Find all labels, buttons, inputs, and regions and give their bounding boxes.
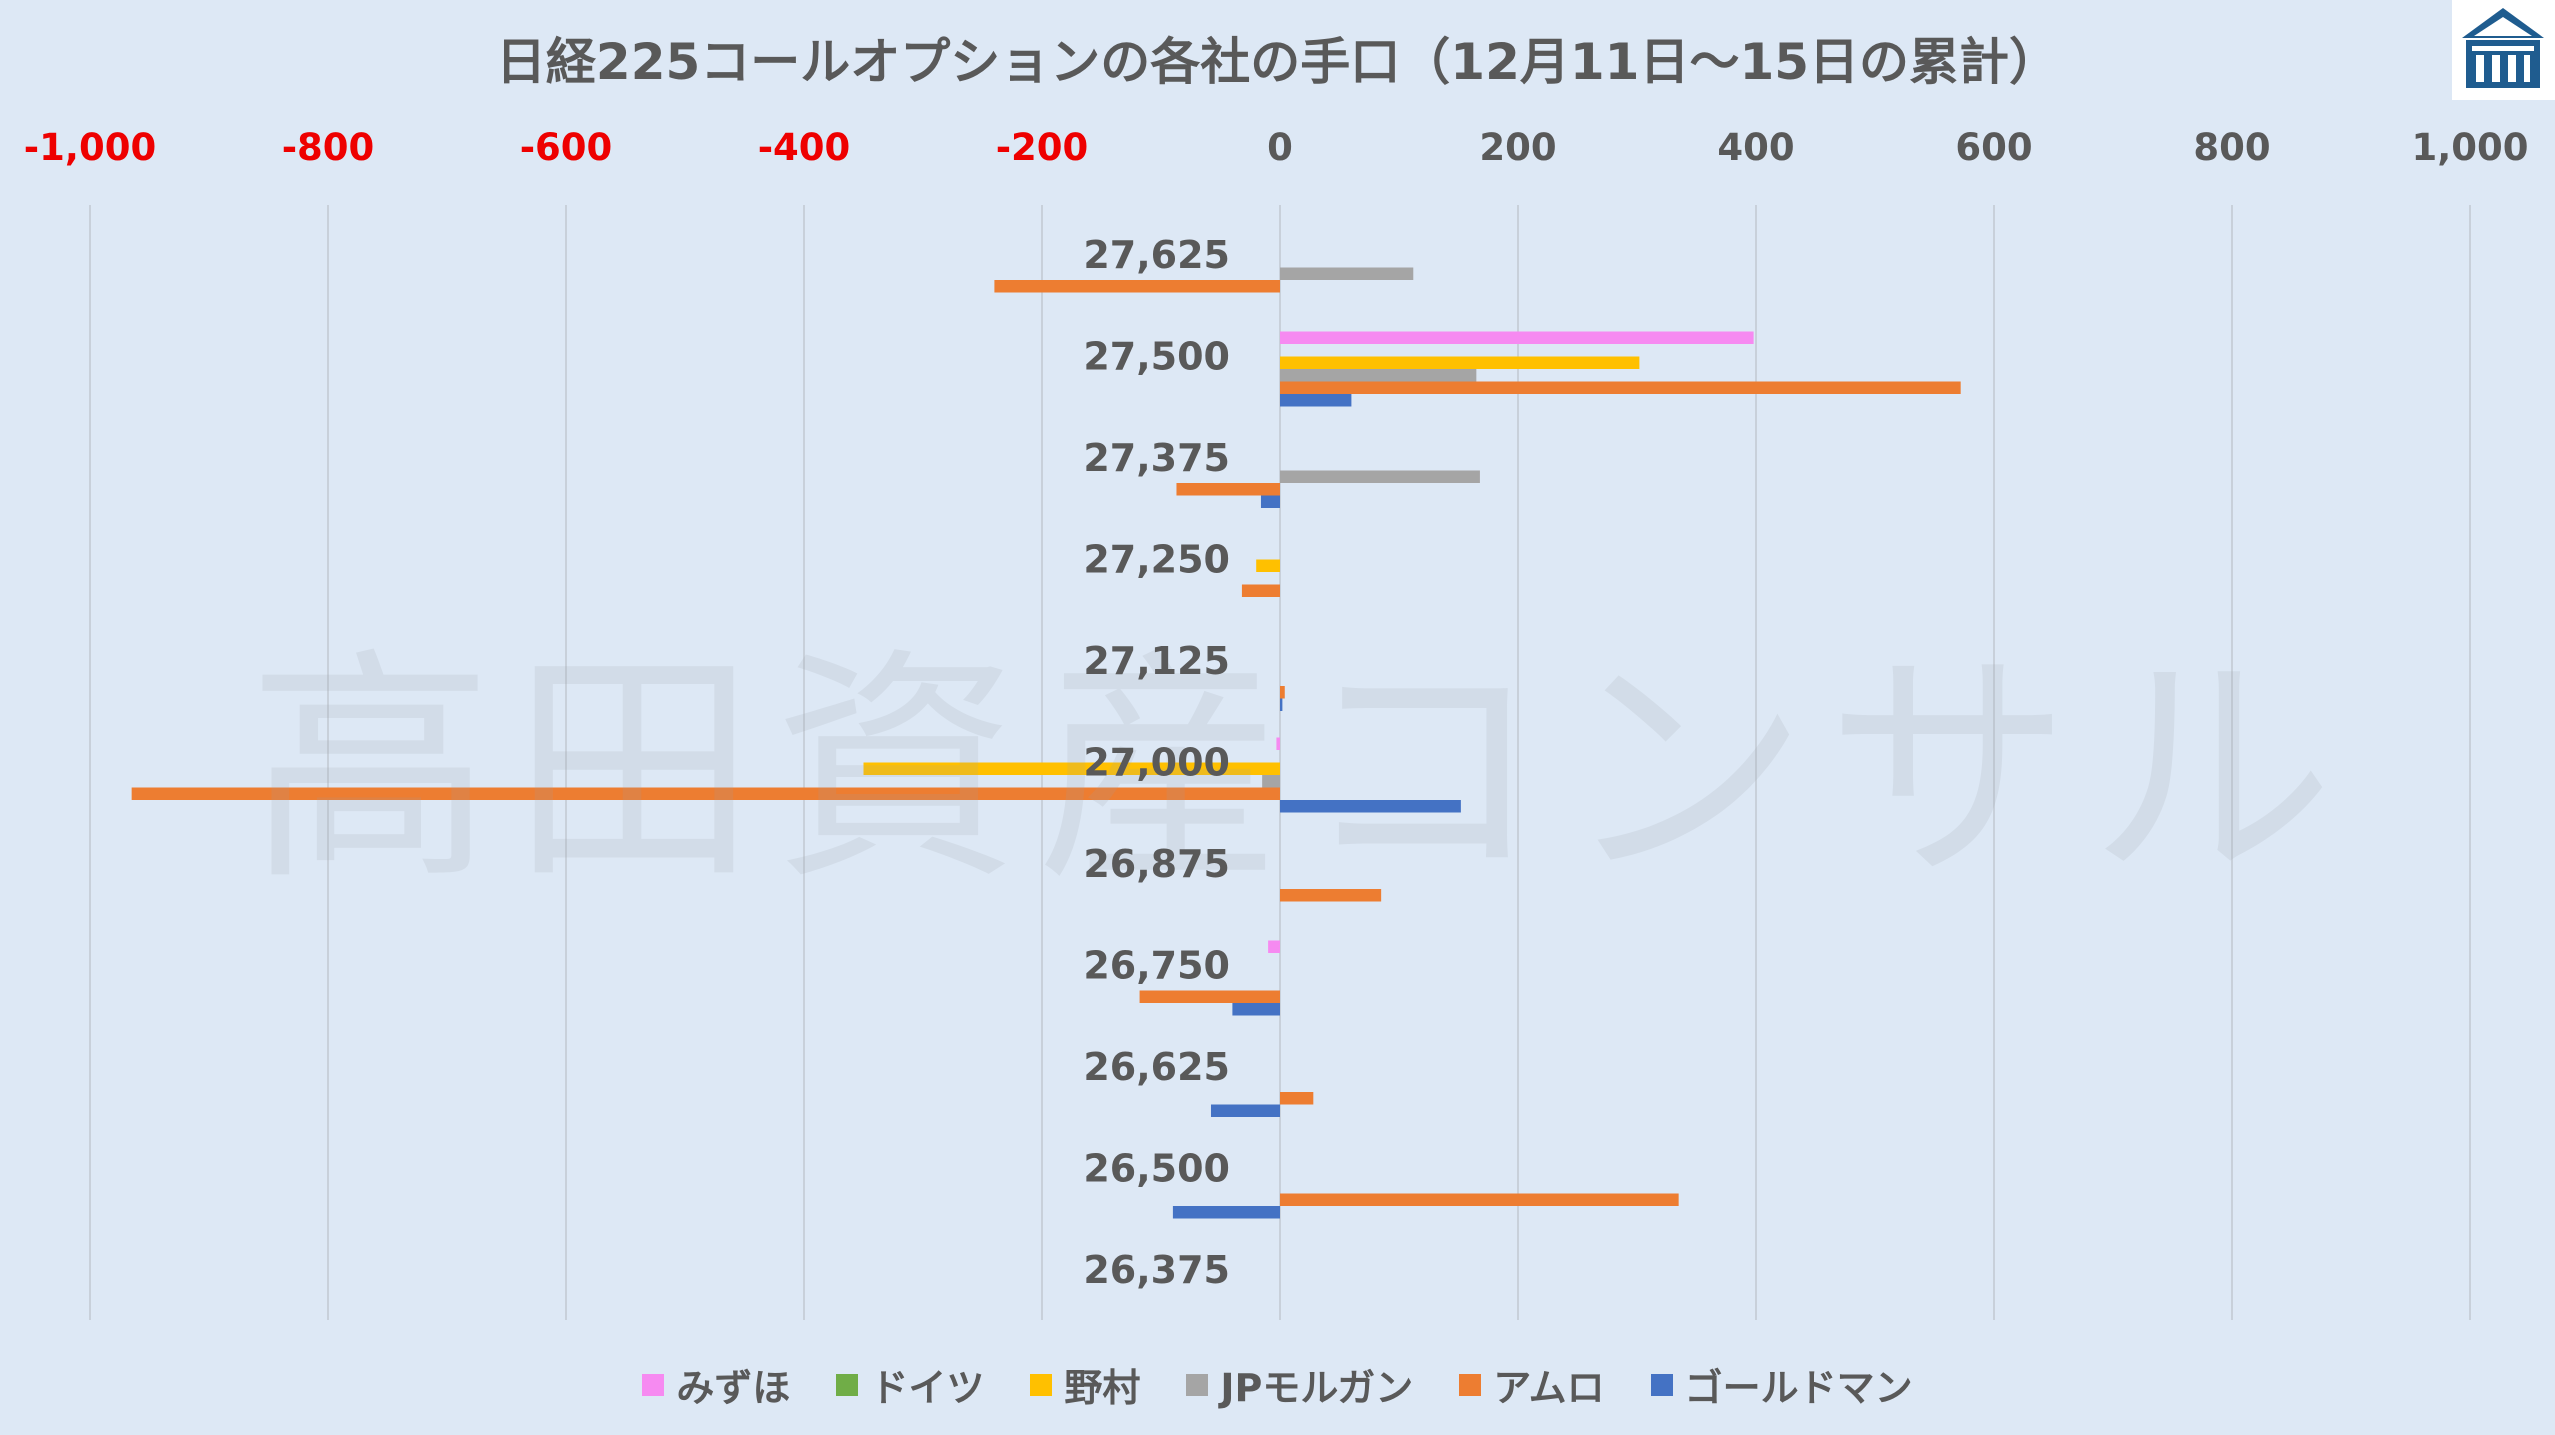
- legend-swatch: [642, 1373, 665, 1396]
- building-icon: [2462, 8, 2544, 88]
- bar-野村-27,000: [863, 762, 1280, 775]
- x-axis-ticks: -1,000 -800 -600 -400 -200 0 200 400 600 800 1,000: [24, 126, 2529, 169]
- bar-ゴールドマン-27,375: [1260, 495, 1280, 508]
- category-label: 27,250: [1083, 538, 1230, 582]
- category-label: 27,000: [1083, 741, 1230, 785]
- legend-label: 野村: [1064, 1366, 1141, 1410]
- legend-item: JPモルガン: [1186, 1357, 1413, 1412]
- x-tick-label: 400: [1717, 126, 1794, 169]
- legend-item: 野村: [1030, 1357, 1140, 1412]
- bar-アムロ-26,750: [1139, 990, 1280, 1003]
- bar-みずほ-26,750: [1268, 940, 1280, 953]
- bar-ゴールドマン-27,125: [1280, 698, 1283, 711]
- bar-野村-27,250: [1256, 559, 1280, 572]
- bar-JPモルガン-27,000: [1262, 775, 1280, 788]
- legend-label: ドイツ: [870, 1366, 985, 1410]
- category-label: 26,375: [1083, 1248, 1230, 1292]
- legend-label: ゴールドマン: [1684, 1366, 1913, 1410]
- legend-swatch: [1650, 1373, 1673, 1396]
- bar-野村-27,500: [1280, 356, 1640, 369]
- x-tick-label: -800: [282, 126, 375, 169]
- logo: [2452, 0, 2555, 100]
- legend-item: ドイツ: [836, 1357, 984, 1412]
- legend-label: みずほ: [676, 1366, 791, 1410]
- legend-swatch: [1459, 1373, 1482, 1396]
- category-label: 27,375: [1083, 436, 1230, 480]
- legend-swatch: [836, 1373, 859, 1396]
- bars: [131, 267, 1961, 1219]
- category-label: 26,625: [1083, 1045, 1230, 1089]
- x-tick-label: 0: [1267, 126, 1293, 169]
- bar-アムロ-27,500: [1280, 381, 1961, 394]
- bar-アムロ-27,125: [1280, 686, 1285, 699]
- category-label: 27,625: [1083, 233, 1230, 277]
- legend-item: アムロ: [1459, 1357, 1605, 1412]
- bar-アムロ-27,625: [994, 280, 1280, 293]
- x-tick-label: -1,000: [24, 126, 156, 169]
- bar-ゴールドマン-26,750: [1232, 1003, 1280, 1016]
- legend-label: アムロ: [1493, 1366, 1605, 1410]
- category-label: 26,500: [1083, 1147, 1230, 1191]
- x-tick-label: 800: [2193, 126, 2270, 169]
- legend-label: JPモルガン: [1220, 1366, 1414, 1410]
- legend: みずほ ドイツ 野村 JPモルガン アムロ ゴールドマン: [0, 1357, 2555, 1412]
- bar-ゴールドマン-27,000: [1280, 800, 1461, 813]
- bar-JPモルガン-27,500: [1280, 369, 1477, 382]
- chart-title: 日経225コールオプションの各社の手口（12月11日～15日の累計）: [495, 33, 2060, 91]
- bar-ゴールドマン-26,500: [1172, 1206, 1280, 1219]
- category-label: 26,875: [1083, 842, 1230, 886]
- watermark: 高田資産コンサル: [248, 628, 2352, 913]
- bar-JPモルガン-27,625: [1280, 267, 1414, 280]
- bar-アムロ-26,625: [1280, 1092, 1314, 1105]
- x-tick-label: -600: [520, 126, 613, 169]
- legend-swatch: [1186, 1373, 1209, 1396]
- legend-item: ゴールドマン: [1650, 1357, 1913, 1412]
- bar-みずほ-27,000: [1276, 737, 1280, 750]
- category-label: 26,750: [1083, 944, 1230, 988]
- x-tick-label: 200: [1479, 126, 1556, 169]
- bar-アムロ-27,000: [131, 787, 1280, 800]
- x-tick-label: 600: [1955, 126, 2032, 169]
- legend-item: みずほ: [642, 1357, 790, 1412]
- category-label: 27,125: [1083, 639, 1230, 683]
- bar-アムロ-26,875: [1280, 889, 1382, 902]
- bar-ゴールドマン-27,500: [1280, 394, 1352, 407]
- legend-swatch: [1030, 1373, 1053, 1396]
- bar-JPモルガン-27,375: [1280, 470, 1480, 483]
- bar-みずほ-27,500: [1280, 331, 1754, 344]
- y-axis-categories: 27,625 27,500 27,375 27,250 27,125 27,000 26,8…: [1083, 233, 1230, 1292]
- category-label: 27,500: [1083, 335, 1230, 379]
- bar-アムロ-26,500: [1280, 1193, 1679, 1206]
- x-tick-label: 1,000: [2411, 126, 2528, 169]
- bar-アムロ-27,375: [1176, 483, 1280, 496]
- bar-ゴールドマン-26,625: [1210, 1104, 1280, 1117]
- x-tick-label: -400: [758, 126, 851, 169]
- bar-アムロ-27,250: [1241, 584, 1280, 597]
- x-tick-label: -200: [996, 126, 1089, 169]
